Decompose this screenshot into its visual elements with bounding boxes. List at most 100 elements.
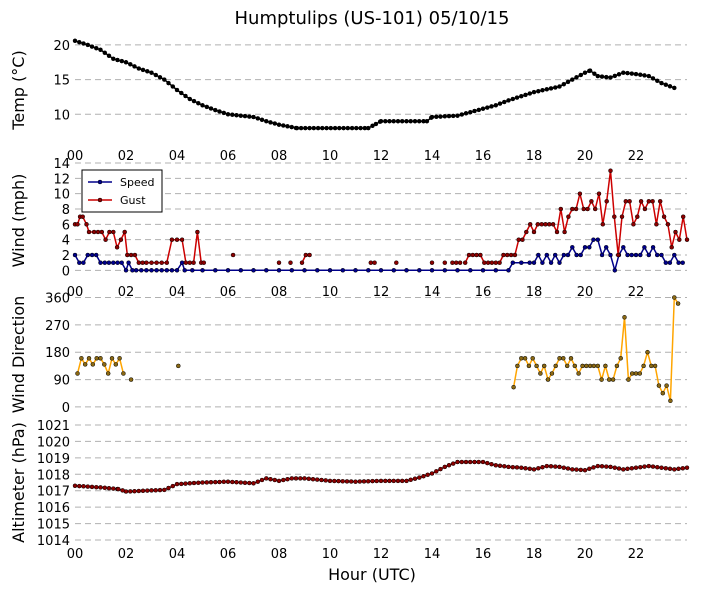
data-point-alt <box>264 476 269 481</box>
x-tick-label: 04 <box>169 285 186 300</box>
data-point-gust <box>169 237 175 242</box>
data-point-alt <box>281 477 286 483</box>
data-point-temp <box>408 118 413 124</box>
data-point-speed <box>480 268 486 273</box>
data-point-temp <box>187 96 193 102</box>
data-point-temp <box>315 125 321 131</box>
data-point-speed <box>174 268 180 273</box>
data-point-alt <box>174 481 180 487</box>
data-point-dir <box>656 383 662 388</box>
data-point-temp <box>502 99 507 105</box>
data-point-temp <box>450 113 456 119</box>
data-point-temp <box>472 108 477 114</box>
data-point-dir <box>668 398 673 404</box>
data-point-alt <box>217 479 222 485</box>
data-point-gust <box>450 260 455 265</box>
y-tick-label: 8 <box>62 203 70 218</box>
x-tick-label: 02 <box>118 149 135 164</box>
data-point-alt <box>140 488 146 494</box>
data-point-alt <box>200 480 205 485</box>
data-point-gust <box>128 252 134 258</box>
data-point-speed <box>672 252 677 258</box>
data-point-temp <box>373 121 379 127</box>
data-point-gust <box>485 260 491 265</box>
y-tick-label: 1017 <box>37 485 70 500</box>
data-point-alt <box>285 476 290 482</box>
data-point-gust <box>631 222 636 227</box>
data-point-alt <box>574 467 579 472</box>
data-point-speed <box>169 268 175 273</box>
data-point-speed <box>72 252 78 258</box>
data-point-dir <box>82 362 88 367</box>
data-point-gust <box>125 252 130 258</box>
data-point-gust <box>635 214 640 219</box>
data-point-alt <box>438 466 443 472</box>
data-point-gust <box>570 206 575 212</box>
data-point-alt <box>319 477 324 483</box>
data-point-dir <box>511 384 516 390</box>
y-tick-label: 1016 <box>37 501 70 516</box>
data-point-alt <box>234 479 239 485</box>
y-tick-label: 360 <box>45 292 70 307</box>
data-point-alt <box>378 478 384 484</box>
data-point-temp <box>531 89 537 95</box>
data-point-dir <box>622 315 627 320</box>
data-point-speed <box>587 245 592 250</box>
data-point-temp <box>587 68 593 73</box>
data-point-speed <box>531 260 537 265</box>
data-point-gust <box>122 229 127 235</box>
data-point-speed <box>599 252 605 258</box>
data-point-speed <box>519 260 524 265</box>
data-point-temp <box>358 125 363 131</box>
data-point-temp <box>140 67 146 73</box>
data-point-speed <box>179 260 185 265</box>
data-point-alt <box>365 479 371 484</box>
data-point-alt <box>429 471 435 476</box>
data-point-temp <box>303 125 308 131</box>
y-axis-label: Altimeter (hPa) <box>9 422 28 543</box>
data-point-gust <box>195 229 200 235</box>
data-point-alt <box>638 464 643 470</box>
data-point-gust <box>91 229 97 235</box>
data-point-temp <box>434 114 439 120</box>
data-point-dir <box>572 363 578 369</box>
y-tick-label: 1020 <box>37 435 70 450</box>
data-point-gust <box>164 260 170 265</box>
data-point-dir <box>610 377 616 382</box>
data-point-temp <box>442 114 448 119</box>
legend: Speed Gust <box>81 169 163 213</box>
data-point-temp <box>183 93 188 99</box>
data-point-dir <box>105 371 111 376</box>
data-point-dir <box>90 362 96 367</box>
data-point-dir <box>121 371 126 376</box>
data-point-speed <box>633 252 639 258</box>
data-point-gust <box>149 260 154 265</box>
data-point-gust <box>478 252 483 258</box>
data-point-speed <box>238 268 244 273</box>
data-point-speed <box>391 268 397 273</box>
data-point-speed <box>225 268 231 273</box>
data-point-temp <box>225 112 231 117</box>
data-point-alt <box>582 467 588 473</box>
data-point-speed <box>126 260 131 265</box>
data-point-gust <box>585 206 590 212</box>
data-point-gust <box>183 260 189 265</box>
data-point-gust <box>429 260 435 265</box>
data-point-alt <box>527 466 533 472</box>
data-point-alt <box>242 480 248 486</box>
data-point-speed <box>680 260 685 265</box>
data-point-temp <box>213 107 218 113</box>
data-point-temp <box>354 125 359 131</box>
data-point-gust <box>547 222 552 227</box>
data-point-temp <box>646 73 652 79</box>
data-point-alt <box>442 464 448 470</box>
data-point-speed <box>315 268 320 273</box>
y-tick-label: 10 <box>53 188 70 203</box>
data-point-gust <box>646 199 652 204</box>
data-point-alt <box>357 479 363 484</box>
data-point-temp <box>548 86 554 91</box>
data-point-dir <box>675 301 681 306</box>
data-point-alt <box>230 479 235 485</box>
data-point-alt <box>98 485 103 490</box>
data-point-alt <box>183 481 188 486</box>
